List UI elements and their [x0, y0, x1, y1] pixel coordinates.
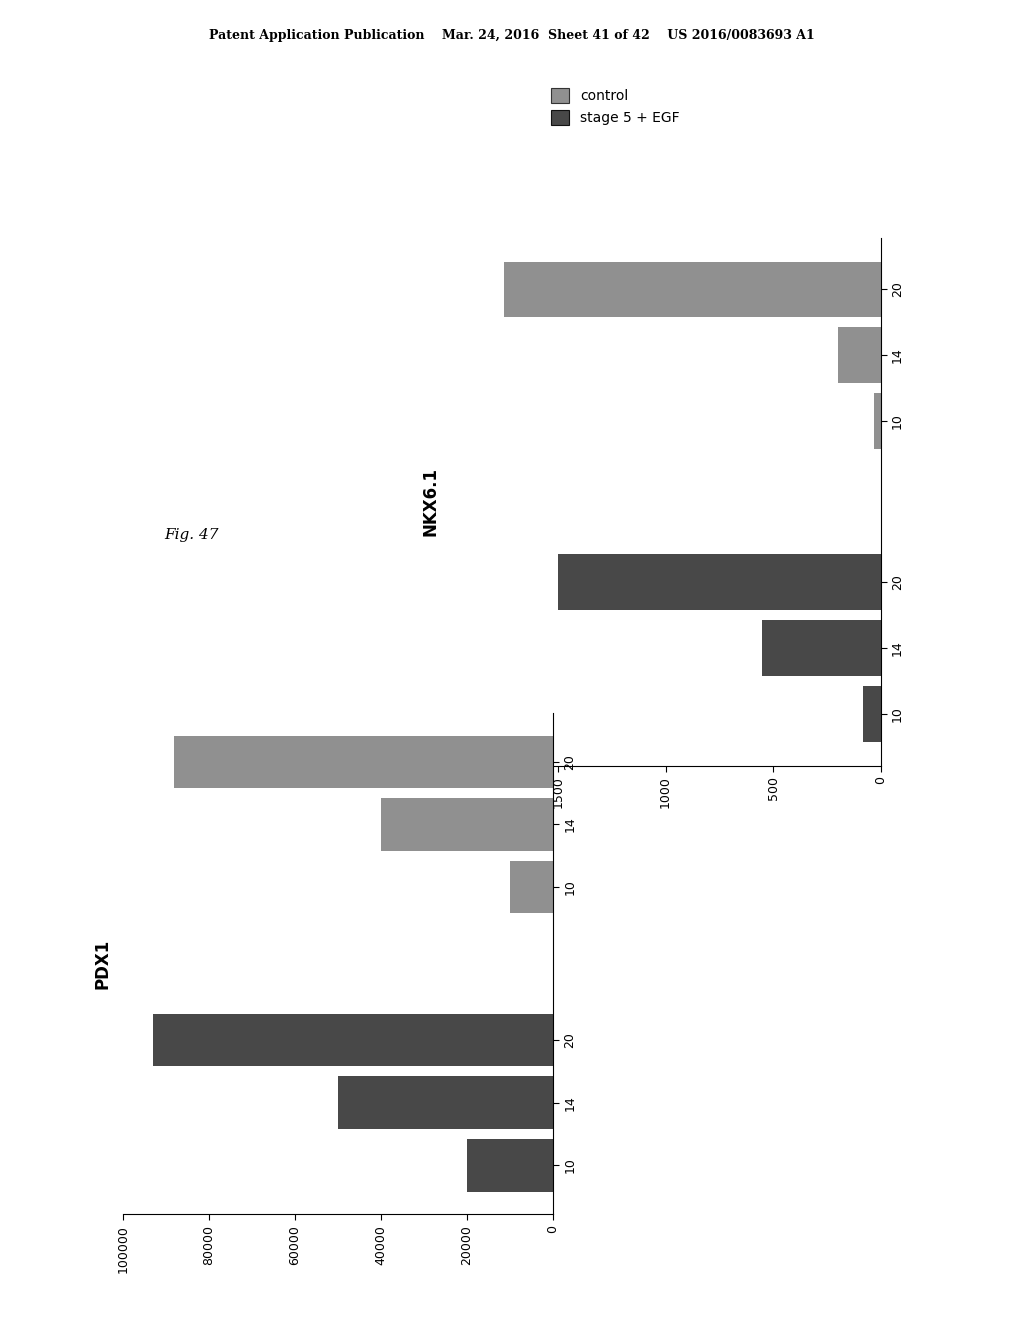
Bar: [558, 554, 881, 610]
Bar: [863, 686, 881, 742]
Y-axis label: NKX6.1: NKX6.1: [422, 467, 439, 536]
Bar: [838, 327, 881, 383]
Text: Fig. 47: Fig. 47: [164, 528, 218, 541]
Bar: [467, 1139, 553, 1192]
Text: Patent Application Publication    Mar. 24, 2016  Sheet 41 of 42    US 2016/00836: Patent Application Publication Mar. 24, …: [209, 29, 815, 42]
Bar: [510, 861, 553, 913]
Bar: [153, 1014, 553, 1067]
Legend: control, stage 5 + EGF: control, stage 5 + EGF: [550, 86, 681, 127]
Y-axis label: PDX1: PDX1: [94, 939, 112, 989]
Bar: [174, 735, 553, 788]
Bar: [338, 1076, 553, 1129]
Bar: [381, 799, 553, 851]
Bar: [874, 393, 881, 449]
Bar: [504, 261, 881, 317]
Bar: [762, 620, 881, 676]
